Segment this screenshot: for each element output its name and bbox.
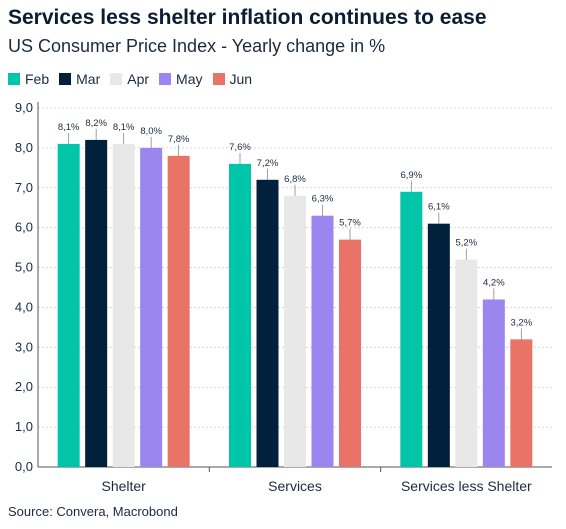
legend-label: May [176,71,203,87]
chart-subtitle: US Consumer Price Index - Yearly change … [8,36,386,56]
legend-label: Jun [229,71,253,87]
bar [427,223,450,467]
data-label: 6,3% [312,194,334,205]
x-category-label: Services [268,478,322,494]
data-label: 8,0% [140,126,162,137]
y-tick-label: 4,0 [15,299,33,314]
data-label: 6,9% [401,170,423,181]
y-tick-label: 9,0 [15,100,33,115]
data-label: 3,2% [511,317,533,328]
data-label: 6,1% [428,202,450,213]
legend-item-jun: Jun [212,71,253,87]
bar [339,239,361,467]
legend-item-may: May [159,71,203,87]
legend-swatch [159,73,172,85]
legend-item-mar: Mar [59,71,100,87]
legend-label: Feb [25,71,50,87]
bar [256,179,279,468]
bar [140,147,163,467]
bar [112,143,135,467]
bar [284,195,306,467]
data-label: 6,8% [284,174,306,185]
source-note: Source: Convera, Macrobond [8,504,178,519]
bar [229,163,251,467]
bar [400,191,423,467]
legend-label: Apr [127,71,150,87]
data-label: 8,1% [113,122,135,133]
data-label: 7,6% [229,142,251,153]
data-label: 7,2% [257,158,279,169]
y-tick-label: 0,0 [15,459,33,474]
y-tick-label: 6,0 [15,220,33,235]
bar [455,259,478,467]
y-tick-label: 7,0 [15,180,33,195]
legend-swatch [59,73,72,85]
legend-swatch [8,73,20,85]
legend-item-feb: Feb [8,71,49,87]
y-tick-label: 2,0 [15,379,33,394]
bar [85,139,108,467]
bar [482,299,505,467]
bar [311,215,334,467]
legend-label: Mar [76,71,101,87]
data-label: 8,2% [85,118,107,129]
y-tick-label: 8,0 [15,140,33,155]
chart-title: Services less shelter inflation continue… [8,6,487,29]
bar [57,143,80,467]
x-category-label: Shelter [101,478,146,494]
x-category-label: Services less Shelter [401,478,532,494]
y-tick-label: 3,0 [15,339,33,354]
legend-item-apr: Apr [110,71,149,87]
legend-swatch [110,73,123,85]
data-label: 4,2% [483,277,505,288]
y-tick-label: 5,0 [15,260,33,275]
data-label: 5,2% [456,238,478,249]
bar [510,339,533,467]
bar [167,155,190,467]
y-tick-label: 1,0 [15,419,33,434]
legend-swatch [212,73,225,85]
data-label: 5,7% [339,218,361,229]
data-label: 8,1% [58,122,80,133]
chart-legend: Feb Mar Apr May Jun [8,71,252,87]
data-label: 7,8% [168,134,190,145]
